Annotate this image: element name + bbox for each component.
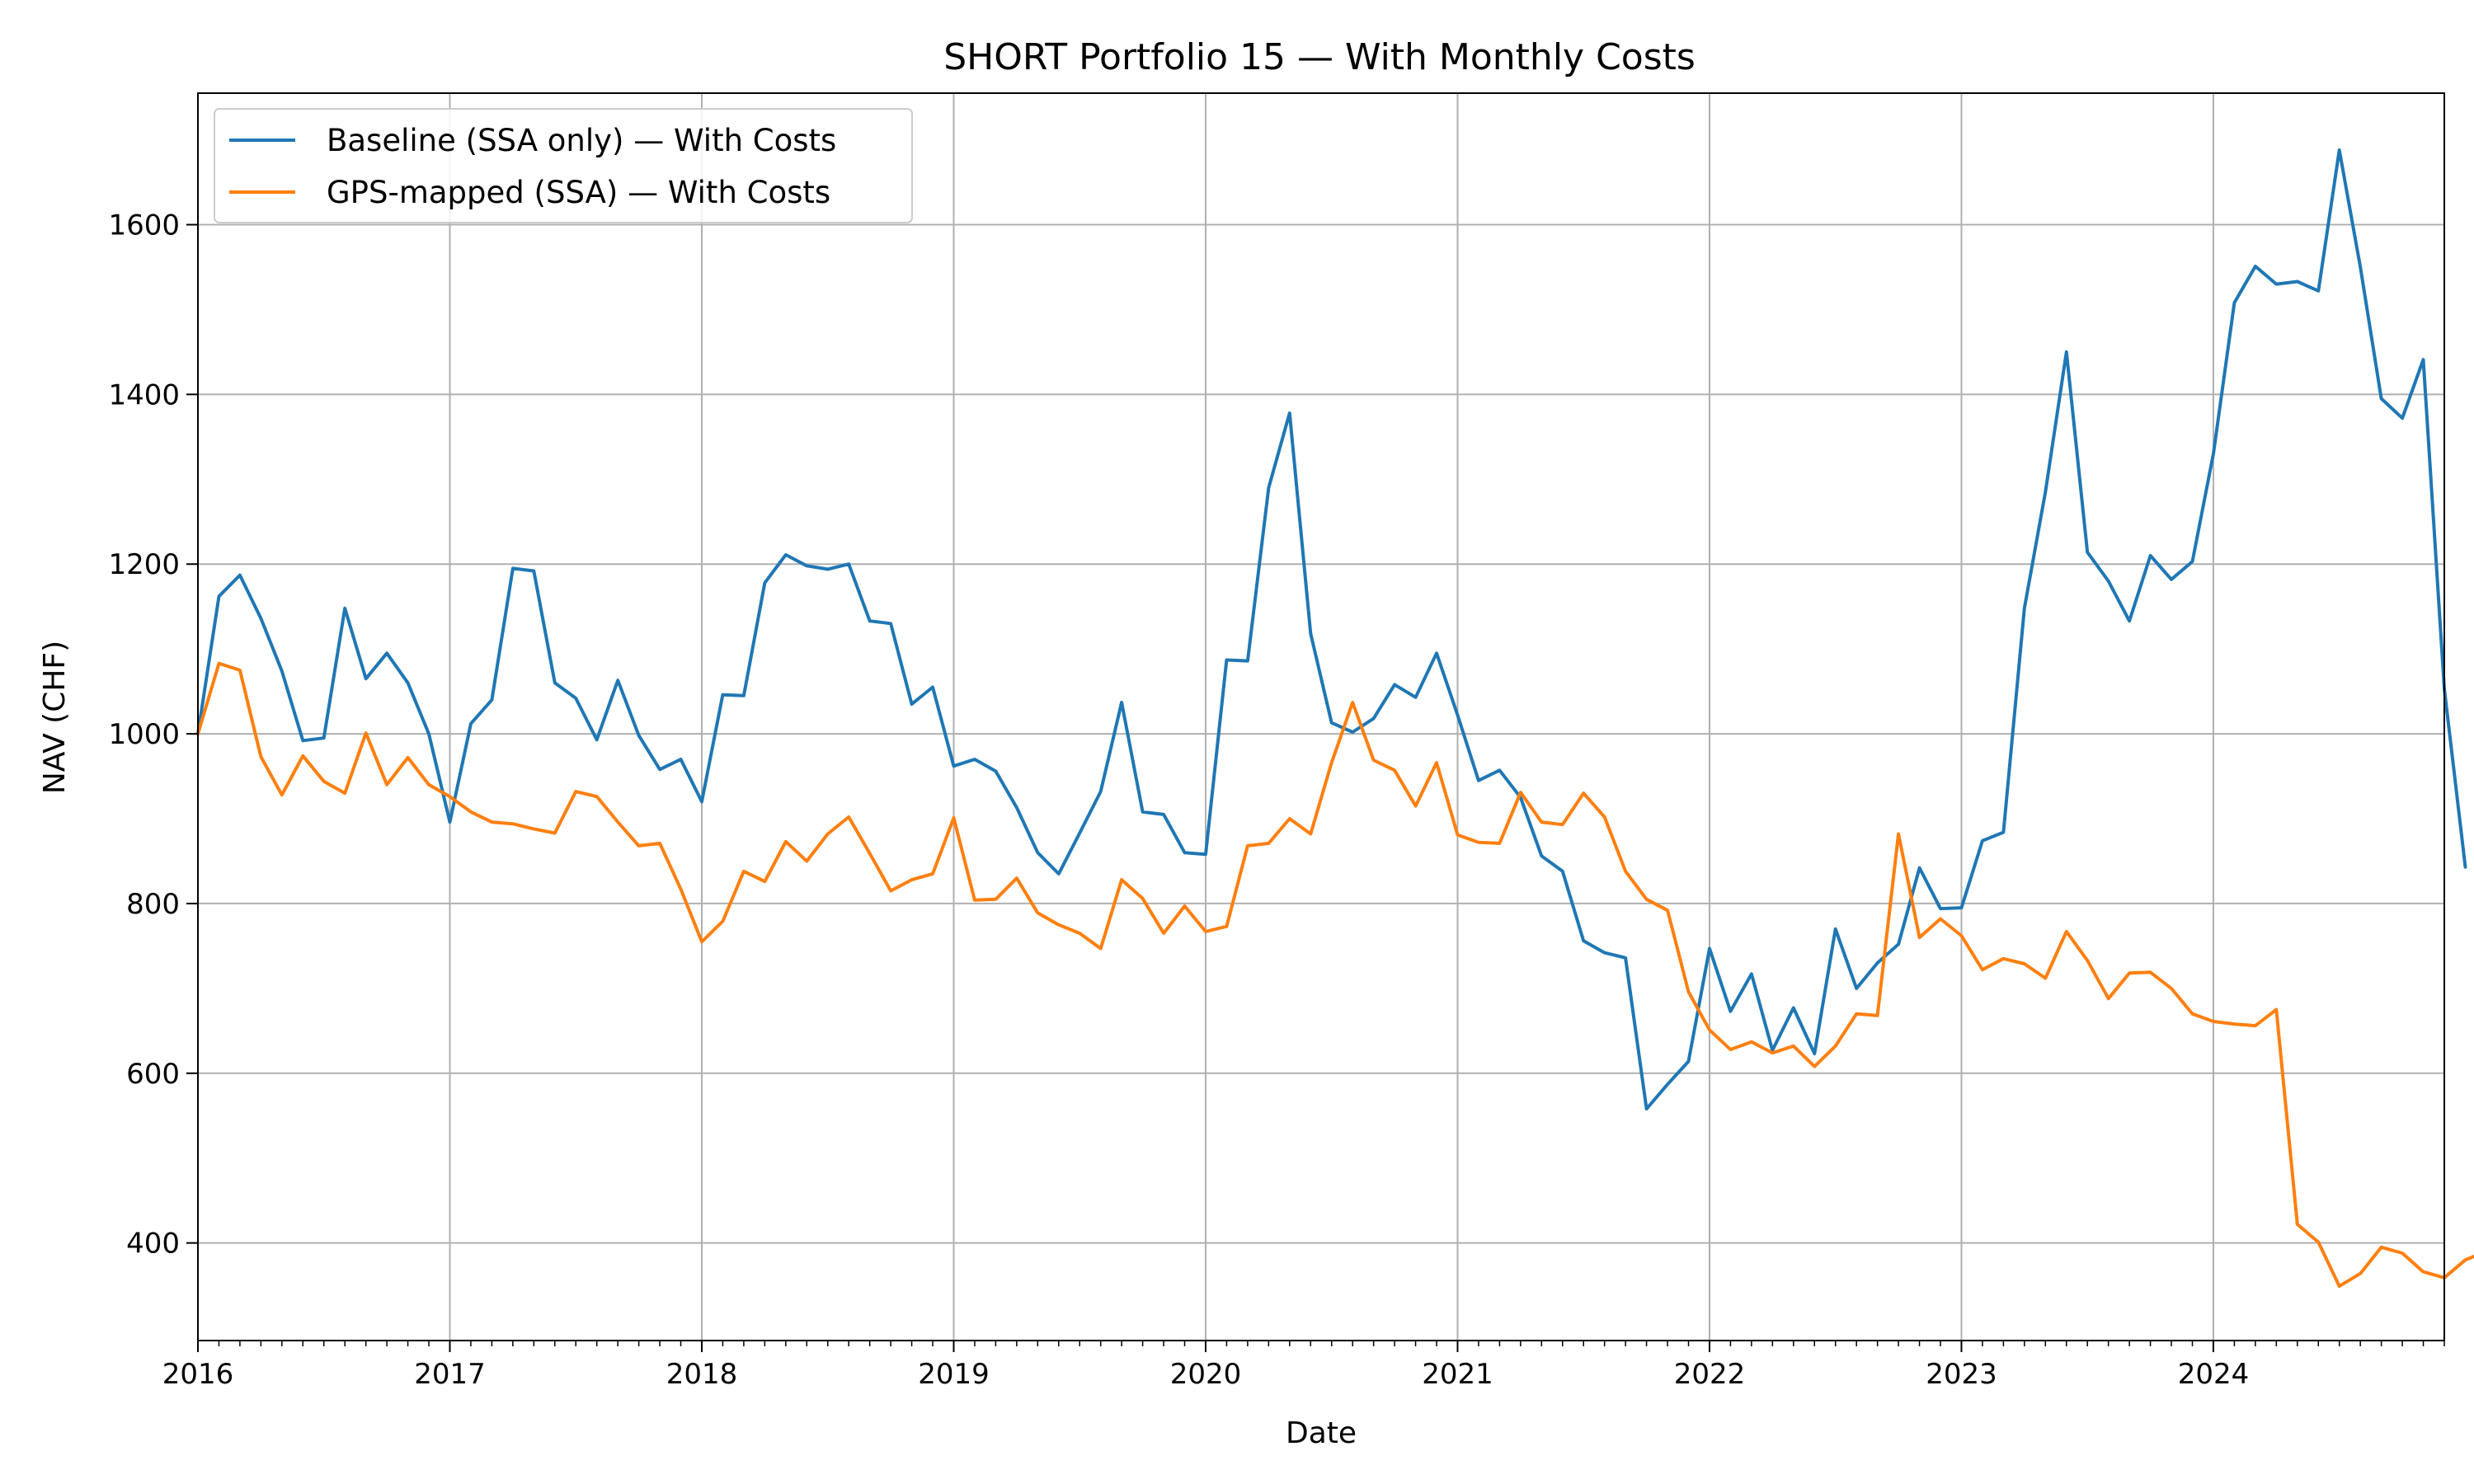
- legend-entry: GPS-mapped (SSA) — With Costs: [327, 175, 830, 210]
- x-tick-label: 2023: [1926, 1358, 1997, 1391]
- x-tick-label: 2018: [666, 1358, 738, 1391]
- legend-entry: Baseline (SSA only) — With Costs: [327, 123, 836, 158]
- y-axis: 400 600 800 1000 1200 1400 1600: [108, 209, 198, 1261]
- legend-box: [214, 108, 913, 223]
- y-tick-label: 1000: [108, 718, 180, 751]
- x-tick-label: 2021: [1422, 1358, 1493, 1391]
- x-tick-label: 2022: [1674, 1358, 1746, 1391]
- grid-lines: [197, 93, 2444, 1341]
- series-line-2: [196, 661, 2474, 1289]
- x-tick-label: 2017: [414, 1358, 486, 1391]
- x-tick-label: 2019: [918, 1358, 990, 1391]
- chart-title: SHORT Portfolio 15 — With Monthly Costs: [943, 36, 1696, 78]
- y-tick-label: 600: [126, 1058, 180, 1091]
- series-group: [196, 148, 2474, 1289]
- y-tick-label: 400: [126, 1228, 180, 1261]
- x-tick-label: 2024: [2178, 1358, 2250, 1391]
- series-line-1: [196, 148, 2467, 1111]
- x-tick-label: 2020: [1170, 1358, 1242, 1391]
- y-tick-label: 1600: [108, 209, 180, 242]
- plot-frame: [197, 92, 2445, 1341]
- y-tick-label: 800: [126, 888, 180, 921]
- x-axis: 2016 2017 2018 2019 2020 2021 2022 2023 2024: [162, 1341, 2445, 1391]
- legend: Baseline (SSA only) — With Costs GPS-mapp…: [214, 108, 913, 223]
- x-tick-label: 2016: [162, 1358, 234, 1391]
- x-axis-label: Date: [1286, 1416, 1357, 1450]
- y-tick-label: 1200: [108, 548, 180, 581]
- y-axis-label: NAV (CHF): [38, 641, 72, 794]
- y-tick-label: 1400: [108, 378, 180, 411]
